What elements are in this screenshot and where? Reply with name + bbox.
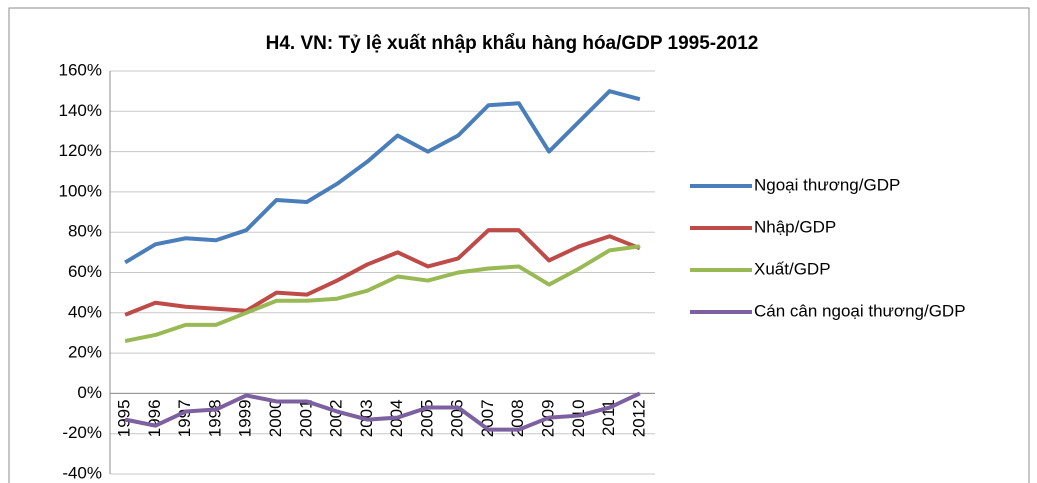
x-tick-label: 1996	[145, 399, 164, 437]
y-tick-label: 100%	[59, 181, 102, 200]
y-tick-label: 60%	[68, 262, 102, 281]
x-tick-label: 2005	[417, 399, 436, 437]
legend-label: Ngoại thương/GDP	[754, 175, 900, 194]
y-tick-label: 40%	[68, 302, 102, 321]
y-tick-label: 120%	[59, 141, 102, 160]
legend-label: Nhập/GDP	[754, 217, 836, 236]
chart-frame	[8, 7, 1030, 483]
x-tick-label: 2001	[296, 399, 315, 437]
chart-title: H4. VN: Tỷ lệ xuất nhập khẩu hàng hóa/GD…	[266, 33, 759, 54]
series-line	[124, 244, 641, 343]
y-tick-label: 160%	[59, 60, 102, 79]
y-tick-label: 0%	[77, 383, 102, 402]
x-tick-label: 2012	[629, 399, 648, 437]
x-tick-label: 2010	[569, 399, 588, 437]
y-tick-label: 140%	[59, 101, 102, 120]
legend-label: Xuất/GDP	[754, 259, 831, 278]
y-tick-label: -20%	[62, 423, 102, 442]
series-line	[124, 89, 641, 265]
y-tick-label: -40%	[62, 463, 102, 482]
series-line	[124, 391, 641, 432]
x-tick-label: 2006	[448, 399, 467, 437]
series-line	[124, 228, 641, 317]
x-tick-label: 1995	[115, 399, 134, 437]
legend-label: Cán cân ngoại thương/GDP	[754, 301, 966, 320]
x-tick-label: 2002	[327, 399, 346, 437]
x-tick-label: 1999	[236, 399, 255, 437]
y-tick-label: 80%	[68, 222, 102, 241]
y-tick-label: 20%	[68, 343, 102, 362]
x-tick-label: 1997	[175, 399, 194, 437]
x-tick-label: 2000	[266, 399, 285, 437]
